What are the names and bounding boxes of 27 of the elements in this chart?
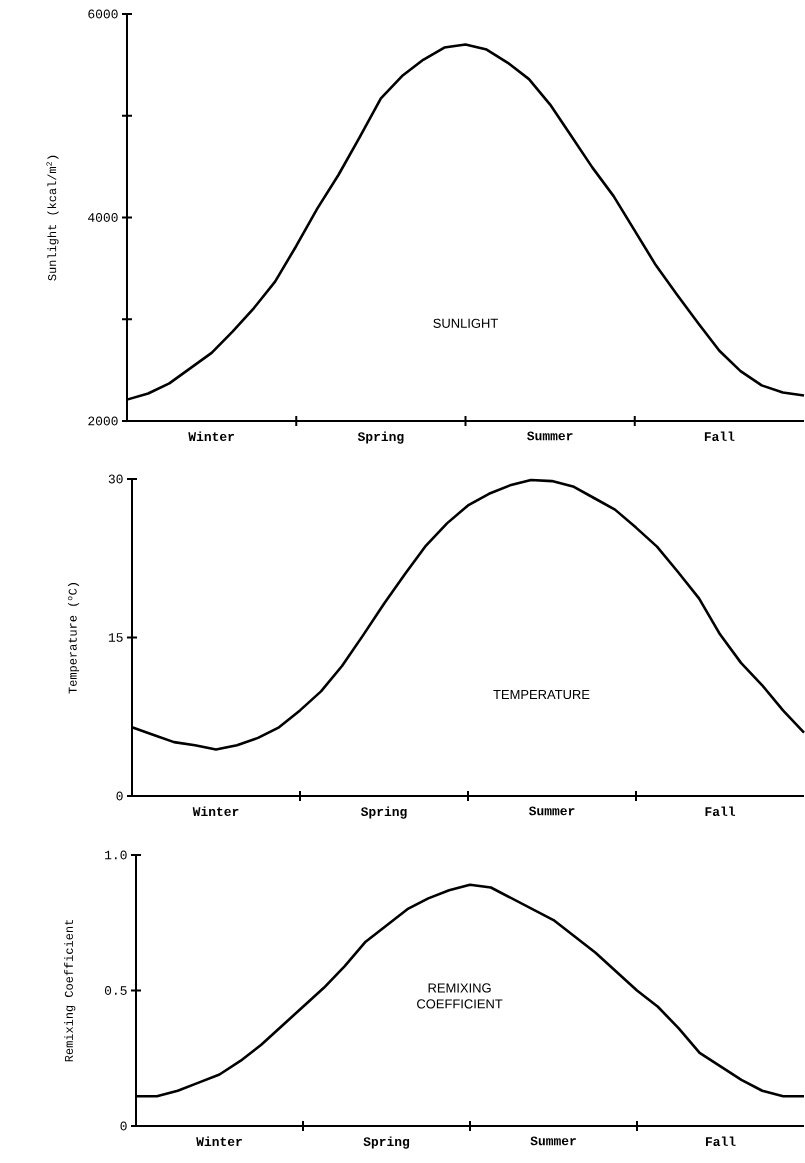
y-tick-label: 0.5 <box>104 986 127 995</box>
y-axis-title: Sunlight (kcal/m$^{2}$) <box>46 155 59 281</box>
x-tick-label: Fall <box>705 806 735 817</box>
y-tick-label: 30 <box>108 474 123 484</box>
x-tick-label: Summer <box>528 806 575 816</box>
y-tick-label: 0 <box>120 1121 127 1131</box>
x-tick-label: Spring <box>363 1136 409 1149</box>
x-tick-label: Winter <box>188 431 234 442</box>
x-tick-label: Summer <box>530 1136 576 1146</box>
y-tick-label: 0 <box>116 791 123 801</box>
text: REMIXING COEFFICIENT <box>416 983 503 1009</box>
y-tick-label: 2000 <box>88 416 118 426</box>
x-tick-label: Fall <box>705 1136 736 1147</box>
y-tick-label: 6000 <box>88 9 118 19</box>
x-tick-label: Spring <box>360 806 407 819</box>
y-tick-label: 1.0 <box>104 850 127 860</box>
x-tick-label: Summer <box>526 431 573 441</box>
y-axis-title: Remixing Coefficient <box>64 920 76 1062</box>
x-tick-label: Winter <box>196 1136 242 1147</box>
y-tick-label: 4000 <box>87 213 118 222</box>
text: SUNLIGHT <box>433 318 498 328</box>
x-tick-label: Winter <box>192 806 239 817</box>
x-tick-label: Fall <box>704 431 735 442</box>
text: TEMPERATURE <box>493 690 590 700</box>
y-tick-label: 15 <box>108 633 123 642</box>
x-tick-label: Spring <box>357 431 404 444</box>
y-axis-title: Temperature ($^{o}$C) <box>67 583 79 694</box>
